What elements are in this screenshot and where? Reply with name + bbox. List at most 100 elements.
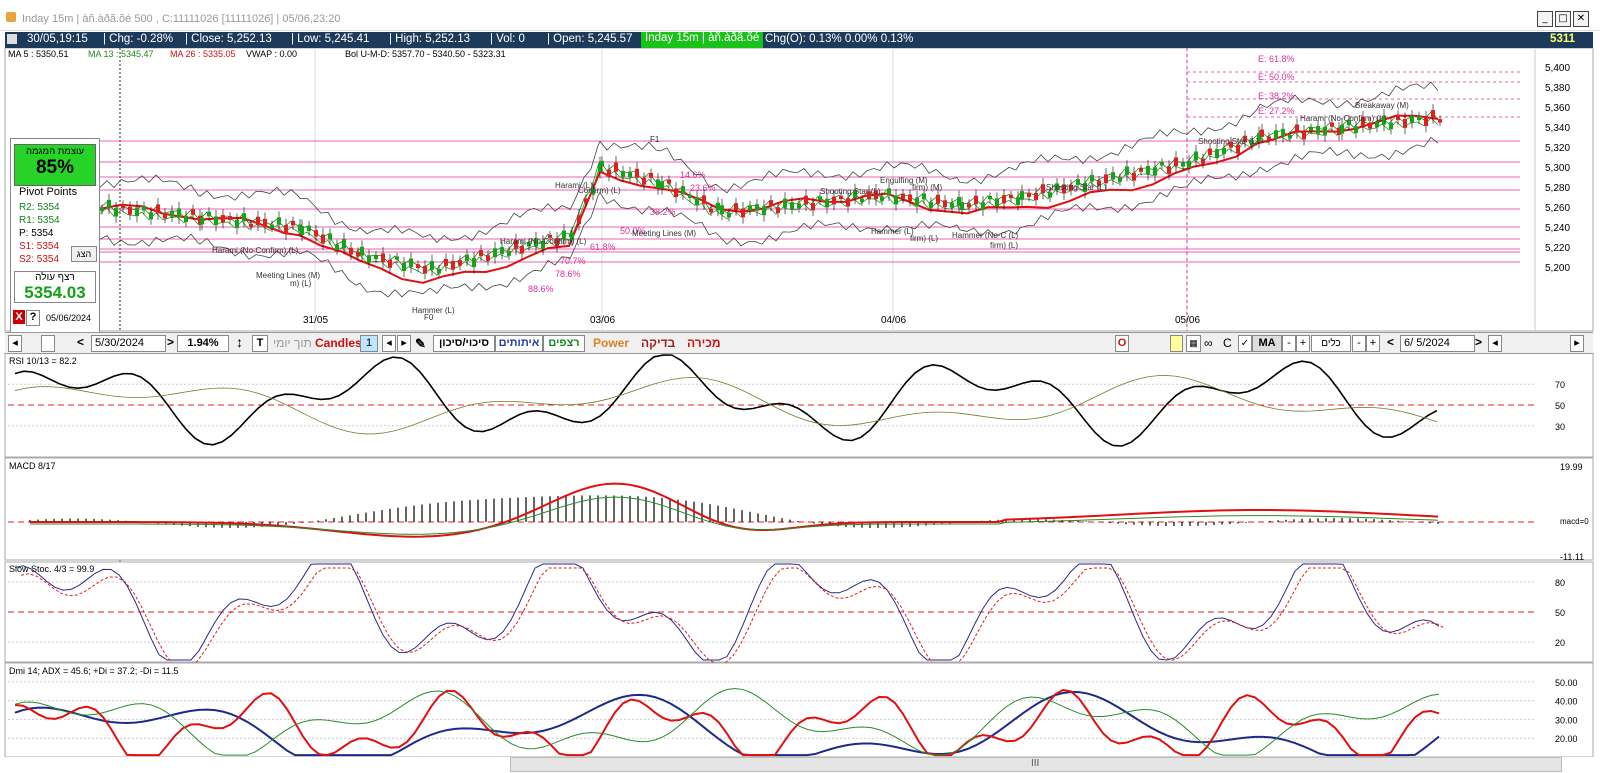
- candle-body: [527, 242, 531, 247]
- level-label: 50.00: [1555, 678, 1578, 688]
- chart-area[interactable]: MA 5 : 5350.51 MA 13 : 5345.47 MA 26 : 5…: [0, 48, 1600, 757]
- show-button[interactable]: הצג: [71, 246, 97, 262]
- risk-reward-button[interactable]: סיכוי/סיכון: [433, 335, 495, 352]
- candle-body: [437, 268, 441, 274]
- ma-checkbox[interactable]: ✓: [1238, 335, 1252, 352]
- quote-close: | Close: 5,252.13: [185, 33, 272, 45]
- info-icon[interactable]: [7, 34, 17, 44]
- sequences-button[interactable]: רצפים: [543, 335, 585, 352]
- candle-body: [284, 224, 288, 234]
- candle-body: [681, 186, 685, 195]
- price-tick: 5,200: [1545, 263, 1570, 274]
- candle-body: [214, 216, 218, 226]
- next-date-icon[interactable]: >: [167, 335, 175, 349]
- candles-tab[interactable]: Candles: [315, 336, 362, 350]
- date-tick: 03/06: [590, 315, 615, 326]
- close-panel-icon[interactable]: X: [13, 310, 25, 324]
- candle-body: [1316, 125, 1320, 134]
- pivot-s1: S1: 5354: [19, 241, 60, 252]
- sale-tab[interactable]: מכירה: [687, 336, 721, 350]
- percent-field[interactable]: 1.94%: [177, 335, 229, 352]
- power-tab[interactable]: Power: [593, 336, 630, 350]
- scroll-left-button[interactable]: ◂: [8, 335, 22, 352]
- grid-icon[interactable]: ▦: [1186, 335, 1201, 352]
- candle-body: [444, 258, 448, 266]
- glasses-icon[interactable]: ∞: [1204, 336, 1213, 350]
- candle-body: [500, 247, 504, 254]
- minus-button[interactable]: -: [1282, 335, 1296, 352]
- price-tick: 5,280: [1545, 183, 1570, 194]
- candles-count[interactable]: 1: [360, 335, 378, 352]
- price-tick: 5,320: [1545, 143, 1570, 154]
- candle-body: [846, 198, 850, 207]
- intraday-tab[interactable]: תוך יומי: [273, 336, 312, 350]
- candle-body: [514, 240, 518, 249]
- help-icon[interactable]: ?: [26, 310, 40, 326]
- retrace-label: 38.2%: [650, 207, 676, 217]
- candle-body: [177, 208, 181, 218]
- pattern-label: Harami (No-Confirm) (L): [500, 237, 587, 246]
- candles-inc-button[interactable]: ▸: [397, 335, 411, 352]
- candle-body: [270, 224, 274, 229]
- candle-body: [1034, 192, 1038, 201]
- date-picker-2[interactable]: 6/ 5/2024: [1400, 335, 1475, 352]
- retrace-label: 14.6%: [680, 170, 706, 180]
- c-toggle[interactable]: C: [1223, 336, 1232, 350]
- candles-dec-button[interactable]: ◂: [382, 335, 396, 352]
- text-tool-button[interactable]: T: [252, 335, 268, 352]
- o-toggle[interactable]: O: [1115, 335, 1129, 352]
- tools-dropdown[interactable]: כלים: [1311, 335, 1351, 352]
- candle-body: [465, 254, 469, 261]
- candle-body: [1055, 183, 1059, 190]
- candle-body: [423, 265, 427, 274]
- prev-date2-icon[interactable]: <: [1387, 335, 1395, 349]
- candle-body: [520, 246, 524, 254]
- candle-body: [811, 202, 815, 211]
- zoom-out-button[interactable]: -: [1352, 335, 1366, 352]
- zoom-in-button[interactable]: +: [1366, 335, 1380, 352]
- close-button[interactable]: ✕: [1573, 11, 1589, 27]
- date-picker[interactable]: 5/30/2024: [91, 335, 166, 352]
- candle-body: [1181, 162, 1185, 167]
- scroll-right-button[interactable]: ▸: [1570, 335, 1584, 352]
- quote-change-open: Chg(O): 0.13% 0.00% 0.13%: [765, 33, 914, 45]
- pattern-label: Hammer (L): [412, 306, 455, 315]
- bollinger-label: Bol U-M-D: 5357.70 - 5340.50 - 5323.31: [345, 49, 506, 59]
- candle-body: [458, 260, 462, 266]
- macd-line: [29, 482, 1439, 538]
- candle-body: [950, 202, 954, 208]
- candle-body: [1431, 110, 1435, 118]
- scrollbar-grip[interactable]: III: [1031, 758, 1040, 769]
- candle-body: [570, 232, 574, 241]
- candle-body: [1062, 184, 1066, 194]
- eraser-icon[interactable]: ✎: [415, 336, 426, 351]
- prev-date-icon[interactable]: <: [77, 335, 85, 349]
- candle-body: [887, 188, 891, 196]
- plus-button[interactable]: +: [1296, 335, 1310, 352]
- candle-body: [1354, 126, 1358, 133]
- maximize-button[interactable]: □: [1555, 11, 1571, 27]
- color-box-icon[interactable]: [1170, 335, 1183, 352]
- vertical-resize-icon[interactable]: ↕: [236, 334, 243, 350]
- bollinger-lower: [99, 136, 1439, 298]
- vwap-label: VWAP : 0.00: [246, 49, 297, 59]
- pattern-label: firm) (M): [912, 183, 943, 192]
- scroll-left2-button[interactable]: ◂: [1488, 335, 1502, 352]
- next-date2-icon[interactable]: >: [1475, 335, 1483, 349]
- signals-button[interactable]: איתותים: [495, 335, 543, 352]
- ma-button[interactable]: MA: [1252, 335, 1282, 352]
- candle-body: [748, 205, 752, 211]
- nav-blank-button[interactable]: [41, 335, 55, 352]
- window-titlebar: Inday 15m | àñ.àðã.õé 500 , C:11111026 […: [0, 0, 1600, 31]
- check-tab[interactable]: בדיקה: [641, 336, 676, 350]
- candle-body: [207, 211, 211, 217]
- candle-body: [479, 250, 483, 257]
- ma5-label: MA 5 : 5350.51: [8, 49, 69, 59]
- minimize-button[interactable]: _: [1537, 11, 1553, 27]
- candle-body: [981, 202, 985, 211]
- candle-body: [1288, 135, 1292, 139]
- pattern-label: Meeting Lines (M): [256, 271, 320, 280]
- candle-body: [1104, 174, 1108, 184]
- horizontal-scrollbar[interactable]: III: [510, 757, 1562, 772]
- pattern-label: F1: [650, 135, 660, 144]
